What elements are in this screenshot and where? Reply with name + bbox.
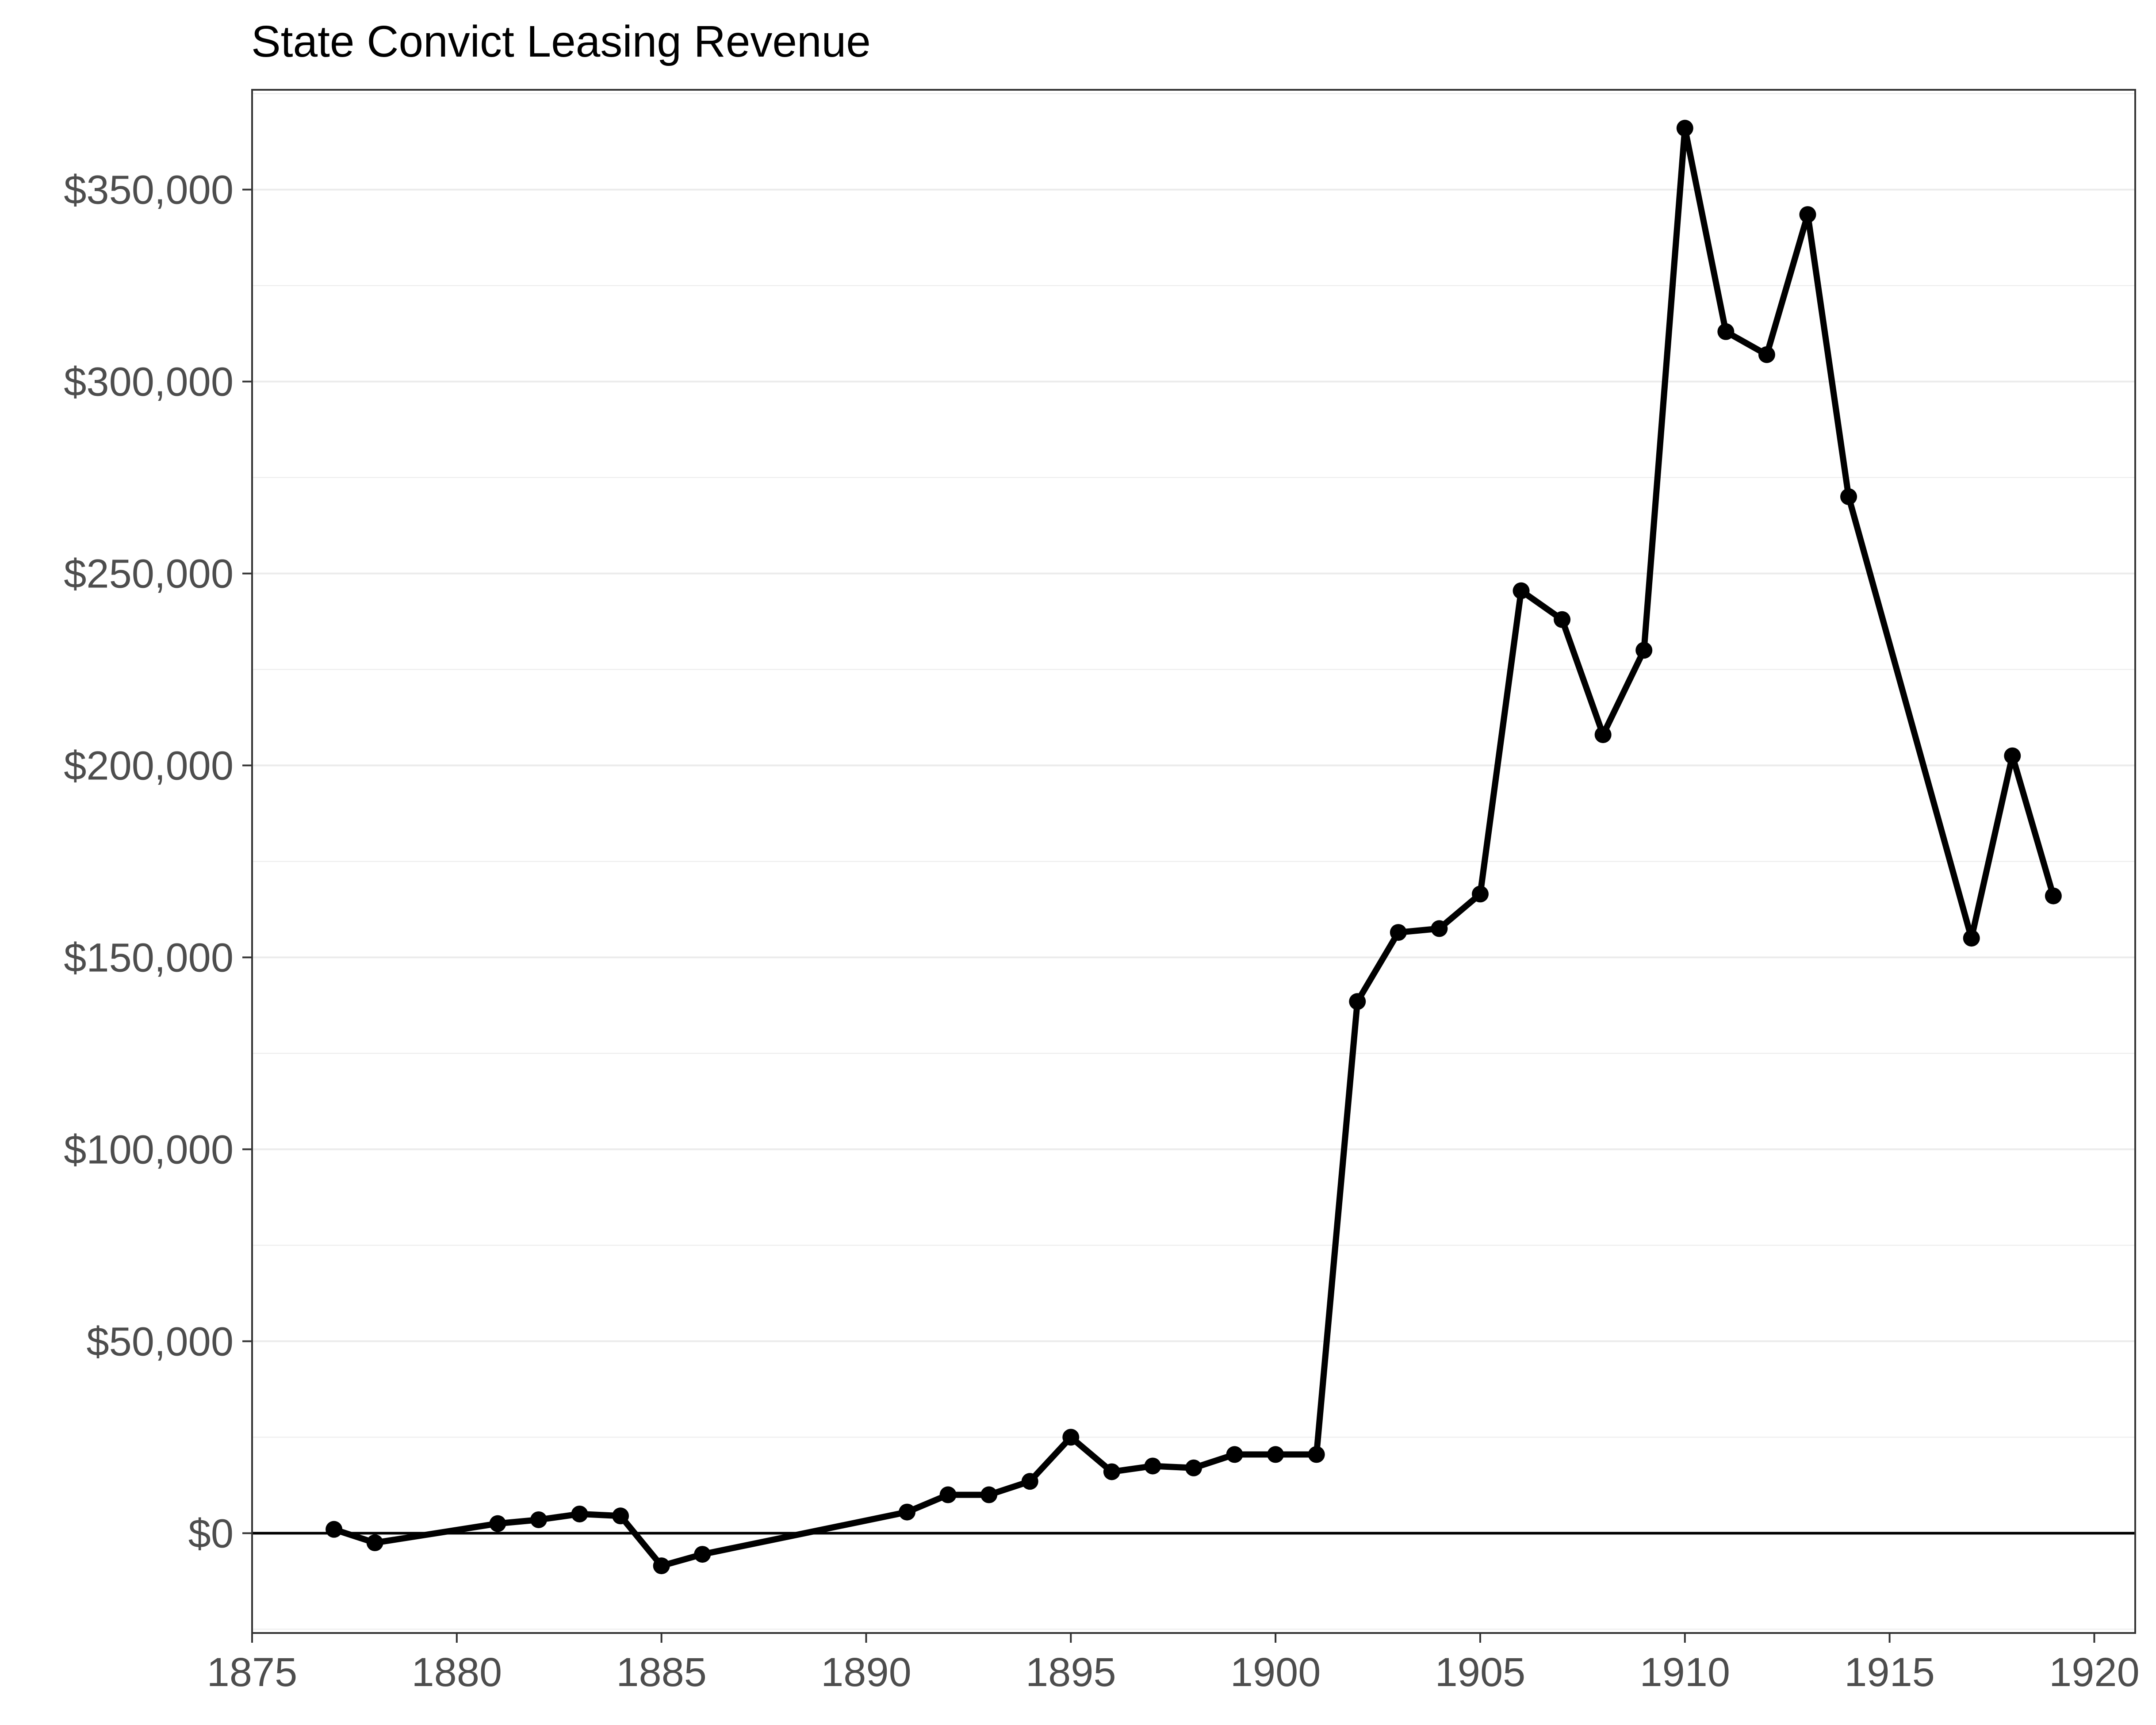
data-point	[980, 1486, 998, 1503]
data-point	[1431, 920, 1448, 937]
data-point	[1717, 323, 1735, 340]
data-point	[366, 1534, 383, 1552]
x-tick-label: 1890	[821, 1650, 911, 1695]
x-tick-label: 1895	[1026, 1650, 1116, 1695]
x-tick-label: 1915	[1844, 1650, 1935, 1695]
data-point	[1390, 924, 1407, 941]
data-point	[694, 1546, 711, 1563]
y-tick-label: $350,000	[64, 168, 234, 213]
y-tick-label: $200,000	[64, 744, 234, 789]
x-tick-label: 1885	[616, 1650, 707, 1695]
data-point	[1635, 642, 1653, 659]
y-tick-label: $300,000	[64, 360, 234, 405]
data-point	[530, 1511, 547, 1528]
grid-lines	[252, 93, 2135, 1630]
data-point	[939, 1486, 957, 1503]
data-point	[653, 1557, 670, 1575]
data-point	[2045, 887, 2062, 905]
data-point	[1021, 1473, 1038, 1490]
data-point	[326, 1521, 343, 1538]
y-tick-label: $50,000	[86, 1319, 234, 1364]
data-point	[1554, 611, 1571, 628]
x-tick-label: 1920	[2049, 1650, 2140, 1695]
x-tick-label: 1905	[1435, 1650, 1526, 1695]
y-tick-label: $100,000	[64, 1127, 234, 1172]
data-point	[1799, 206, 1816, 223]
data-point	[1594, 726, 1612, 744]
data-point	[612, 1507, 629, 1525]
data-point	[1963, 930, 1980, 947]
data-point	[1676, 119, 1693, 137]
data-point	[1267, 1446, 1284, 1463]
data-point	[1103, 1463, 1120, 1480]
y-tick-label: $150,000	[64, 935, 234, 980]
x-tick-label: 1875	[207, 1650, 298, 1695]
data-point	[899, 1503, 916, 1521]
data-point	[1226, 1446, 1243, 1463]
data-point	[1144, 1457, 1161, 1475]
data-point	[571, 1505, 588, 1522]
data-point	[1758, 346, 1775, 363]
axes: $0 $50,000 $100,000 $150,000 $200,000 $250,00…	[64, 168, 2140, 1695]
y-tick-label: $250,000	[64, 552, 234, 597]
data-point	[1349, 993, 1366, 1010]
data-point	[1062, 1429, 1080, 1446]
data-point	[1840, 488, 1857, 505]
data-point	[489, 1515, 506, 1532]
data-point	[2004, 747, 2021, 764]
x-tick-label: 1900	[1230, 1650, 1321, 1695]
y-tick-label: $0	[188, 1511, 234, 1556]
x-tick-label: 1910	[1639, 1650, 1730, 1695]
x-tick-label: 1880	[411, 1650, 502, 1695]
data-point	[1471, 886, 1489, 903]
data-points	[326, 119, 2062, 1575]
data-point	[1185, 1459, 1202, 1476]
data-point	[1308, 1446, 1325, 1463]
data-point	[1513, 582, 1530, 599]
chart-title: State Convict Leasing Revenue	[251, 17, 871, 66]
panel-border	[251, 89, 2136, 1634]
